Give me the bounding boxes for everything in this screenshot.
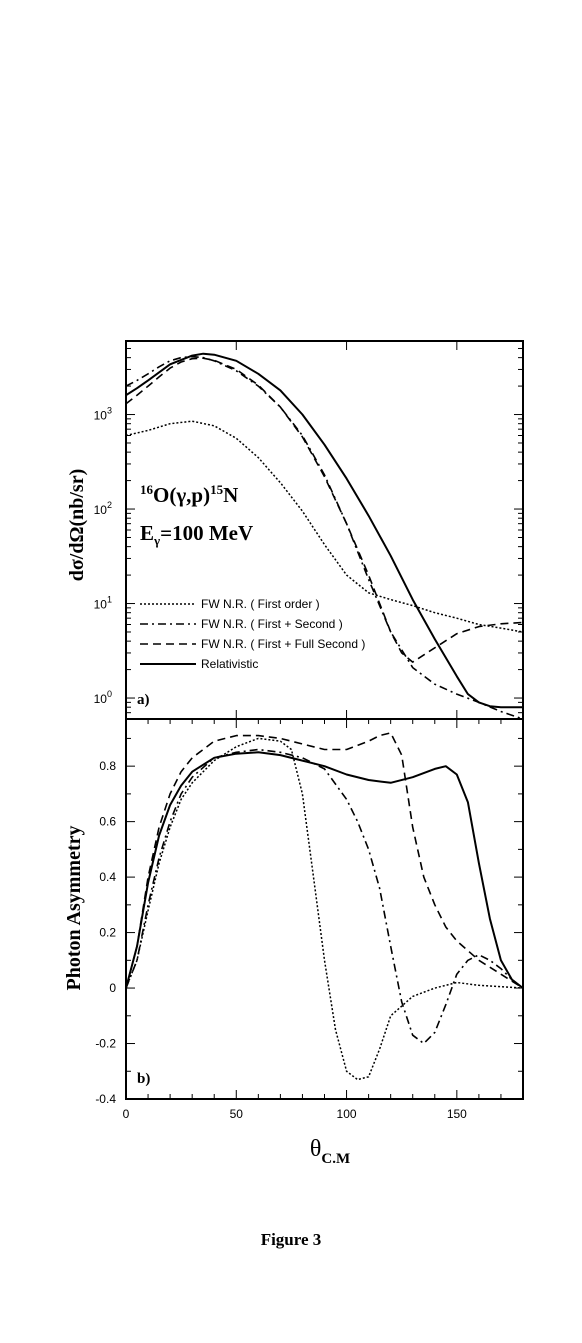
panel-b-y-tick-label: 0.8 xyxy=(99,759,116,773)
panel-b-series xyxy=(126,732,523,1081)
energy-subscript: γ xyxy=(153,533,160,548)
panel-b-ticks xyxy=(125,719,524,1100)
panel-a-y-axis-label: dσ/dΩ(nb/sr) xyxy=(66,469,88,581)
energy-value: =100 MeV xyxy=(160,521,253,545)
panel-b-x-tick-label: 150 xyxy=(447,1107,467,1121)
panel-b-y-axis-label: Photon Asymmetry xyxy=(63,826,85,991)
reaction-mass-16: 16 xyxy=(140,482,154,497)
panel-b-x-tick-labels: 0 50 100 150 xyxy=(123,1107,468,1121)
panel-b-frame xyxy=(125,718,524,1100)
reaction-mass-15: 15 xyxy=(210,482,224,497)
panel-b-y-tick-label: 0 xyxy=(109,981,116,995)
x-axis-label: θC.M xyxy=(310,1136,350,1167)
energy-symbol: E xyxy=(140,521,154,545)
panel-a-curve-dotted xyxy=(126,420,523,633)
panel-a-curve-dashed xyxy=(126,357,523,663)
panel-b-curve-dashed xyxy=(126,732,523,989)
panel-a: 100 101 102 103 dσ/dΩ(nb/sr) 16O(γ,p)15N Eγ… xyxy=(66,340,524,720)
panel-b-y-tick-label: 0.4 xyxy=(99,870,116,884)
panel-b-curve-solid xyxy=(126,751,523,989)
reaction-label: 16O(γ,p)15N xyxy=(140,482,238,507)
panel-b-y-tick-label: 0.2 xyxy=(99,926,116,940)
energy-label: Eγ=100 MeV xyxy=(140,521,253,548)
reaction-product: N xyxy=(223,483,238,507)
legend-label-relativistic: Relativistic xyxy=(201,657,258,671)
x-axis-label-subscript: C.M xyxy=(321,1151,350,1167)
panel-b-y-tick-label: -0.4 xyxy=(95,1092,116,1106)
panel-b-curve-dashdot xyxy=(126,748,523,1045)
panel-a-letter: a) xyxy=(137,692,150,708)
panel-a-y-tick-label: 103 xyxy=(94,406,112,423)
panel-a-y-tick-label: 100 xyxy=(94,689,112,706)
x-axis-label-theta: θ xyxy=(310,1136,322,1162)
legend: FW N.R. ( First order ) FW N.R. ( First … xyxy=(140,597,365,671)
panel-b-x-tick-label: 100 xyxy=(337,1107,357,1121)
legend-label-first-order: FW N.R. ( First order ) xyxy=(201,597,320,611)
panel-b-y-tick-label: -0.2 xyxy=(95,1037,116,1051)
panel-b-curve-dotted xyxy=(126,737,523,1081)
panel-a-y-tick-label: 102 xyxy=(94,500,112,517)
panel-b: -0.4 -0.2 0 0.2 0.4 0.6 0.8 0 50 100 150 Photon A… xyxy=(63,718,524,1167)
panel-a-y-tick-label: 101 xyxy=(94,595,112,612)
panel-a-curve-dashdot xyxy=(126,355,523,719)
legend-label-first-second: FW N.R. ( First + Second ) xyxy=(201,617,343,631)
panel-b-x-tick-label: 50 xyxy=(230,1107,244,1121)
panel-a-series xyxy=(126,352,523,719)
panel-a-y-tick-labels: 100 101 102 103 xyxy=(94,406,112,707)
panel-a-curve-solid xyxy=(126,352,523,709)
panel-b-x-tick-label: 0 xyxy=(123,1107,130,1121)
panel-b-y-tick-label: 0.6 xyxy=(99,815,116,829)
panel-b-y-tick-labels: -0.4 -0.2 0 0.2 0.4 0.6 0.8 xyxy=(95,759,116,1106)
figure-caption: Figure 3 xyxy=(260,1230,322,1249)
panel-b-letter: b) xyxy=(137,1071,150,1087)
reaction-core: O(γ,p) xyxy=(153,483,210,507)
legend-label-full-second: FW N.R. ( First + Full Second ) xyxy=(201,637,365,651)
